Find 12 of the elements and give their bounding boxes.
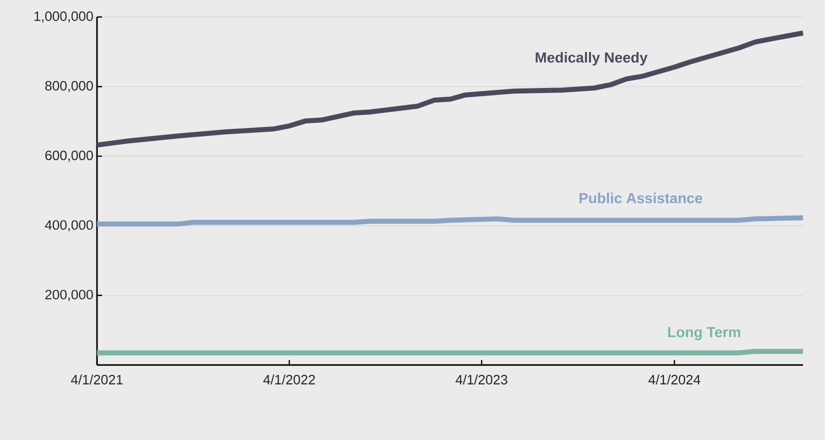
x-tick-label: 4/1/2022 <box>263 374 315 384</box>
series-label: Public Assistance <box>580 192 702 204</box>
y-tick-label: 1,000,000 <box>34 11 93 23</box>
y-tick-label: 600,000 <box>45 150 93 162</box>
series-label: Long Term <box>668 327 740 340</box>
y-tick-label: 200,000 <box>45 290 93 301</box>
y-tick-label: 400,000 <box>44 220 93 232</box>
x-tick-label: 4/1/2024 <box>648 374 700 384</box>
series-label: Medically Needy <box>536 52 648 66</box>
x-tick-label: 4/1/2023 <box>456 374 508 384</box>
y-tick-label: 800,000 <box>45 81 93 92</box>
x-tick-label: 4/1/2021 <box>71 374 123 384</box>
